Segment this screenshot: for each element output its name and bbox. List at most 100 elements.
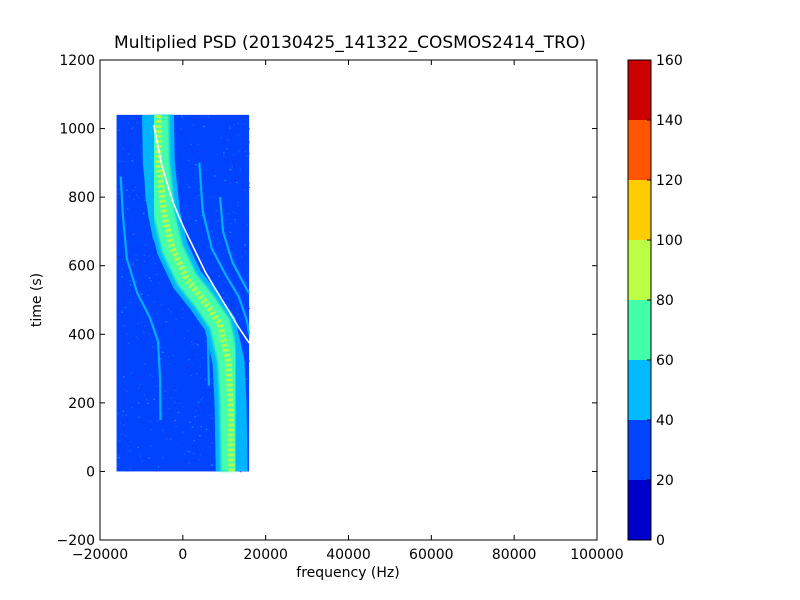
y-tick-label: 800	[68, 190, 95, 206]
secondary-track-1	[119, 176, 162, 421]
secondary-track-4	[219, 197, 251, 294]
noise-speck	[153, 413, 156, 415]
noise-speck	[169, 438, 172, 440]
noise-speck	[237, 150, 240, 152]
noise-speck	[237, 134, 239, 136]
noise-speck	[143, 372, 145, 374]
noise-speck	[216, 154, 218, 156]
noise-speck	[163, 371, 165, 373]
noise-speck	[163, 404, 166, 406]
noise-speck	[165, 351, 167, 353]
noise-speck	[156, 313, 159, 315]
noise-speck	[170, 397, 172, 399]
noise-speck	[121, 311, 123, 313]
noise-speck	[119, 160, 121, 162]
noise-speck	[137, 402, 140, 404]
noise-speck	[139, 384, 141, 386]
noise-speck	[200, 404, 202, 406]
noise-speck	[126, 208, 129, 210]
noise-speck	[225, 235, 227, 237]
noise-speck	[131, 197, 134, 199]
noise-speck	[234, 254, 237, 256]
noise-speck	[209, 367, 211, 369]
noise-speck	[119, 314, 121, 316]
noise-speck	[116, 334, 119, 336]
noise-speck	[194, 416, 197, 418]
noise-speck	[170, 291, 172, 293]
noise-speck	[184, 461, 186, 463]
noise-speck	[241, 256, 243, 258]
noise-speck	[238, 134, 240, 136]
y-tick-label: 400	[68, 327, 95, 343]
noise-speck	[205, 403, 208, 405]
noise-speck	[220, 137, 222, 139]
noise-speck	[204, 193, 207, 195]
noise-speck	[165, 438, 168, 440]
noise-speck	[191, 445, 193, 447]
noise-speck	[141, 460, 143, 462]
noise-speck	[231, 248, 233, 250]
noise-speck	[124, 372, 126, 374]
noise-speck	[238, 189, 241, 191]
noise-speck	[214, 170, 217, 172]
noise-speck	[246, 403, 249, 406]
noise-speck	[197, 143, 199, 146]
noise-speck	[237, 202, 239, 204]
noise-speck	[248, 186, 251, 188]
noise-speck	[121, 465, 124, 467]
noise-speck	[129, 450, 131, 452]
noise-speck	[123, 389, 125, 391]
noise-speck	[203, 421, 206, 423]
noise-speck	[137, 338, 139, 340]
noise-speck	[199, 435, 201, 437]
noise-speck	[239, 168, 242, 171]
overlay-curve-layer	[153, 124, 250, 344]
noise-speck	[162, 412, 164, 414]
noise-speck	[188, 462, 190, 464]
colorbar-tick-label: 60	[656, 353, 674, 369]
noise-speck	[196, 178, 198, 180]
noise-speck	[136, 194, 138, 196]
noise-speck	[190, 143, 192, 146]
noise-speck	[237, 162, 239, 164]
noise-speck	[148, 277, 151, 279]
noise-speck	[190, 165, 193, 167]
noise-speck	[244, 251, 246, 253]
noise-speck	[227, 298, 230, 300]
noise-speck	[207, 387, 209, 389]
noise-speck	[210, 464, 212, 466]
noise-speck	[160, 358, 162, 360]
noise-speck	[204, 378, 206, 381]
noise-speck	[143, 342, 146, 344]
noise-speck	[164, 422, 166, 424]
noise-speck	[167, 308, 170, 310]
noise-speck	[203, 175, 205, 177]
noise-speck	[245, 242, 248, 244]
noise-speck	[223, 158, 226, 160]
noise-speck	[231, 165, 233, 168]
noise-speck	[133, 266, 136, 268]
noise-speck	[243, 189, 246, 191]
noise-speck	[163, 397, 165, 400]
x-tick-label: −20000	[72, 547, 128, 563]
noise-speck	[136, 122, 139, 124]
noise-speck	[182, 367, 185, 369]
noise-speck	[119, 422, 122, 424]
noise-speck	[237, 276, 239, 278]
noise-speck	[229, 126, 231, 128]
noise-speck	[138, 189, 141, 191]
noise-speck	[182, 431, 184, 433]
noise-speck	[197, 459, 200, 461]
noise-speck	[229, 288, 231, 290]
noise-speck	[135, 254, 137, 256]
noise-speck	[128, 135, 130, 137]
noise-speck	[248, 307, 251, 310]
noise-speck	[237, 123, 239, 125]
noise-speck	[193, 459, 195, 461]
noise-speck	[131, 185, 133, 187]
noise-speck	[196, 344, 199, 346]
noise-speck	[210, 196, 212, 198]
noise-speck	[246, 224, 248, 226]
noise-speck	[120, 327, 122, 329]
noise-speck	[223, 175, 225, 178]
